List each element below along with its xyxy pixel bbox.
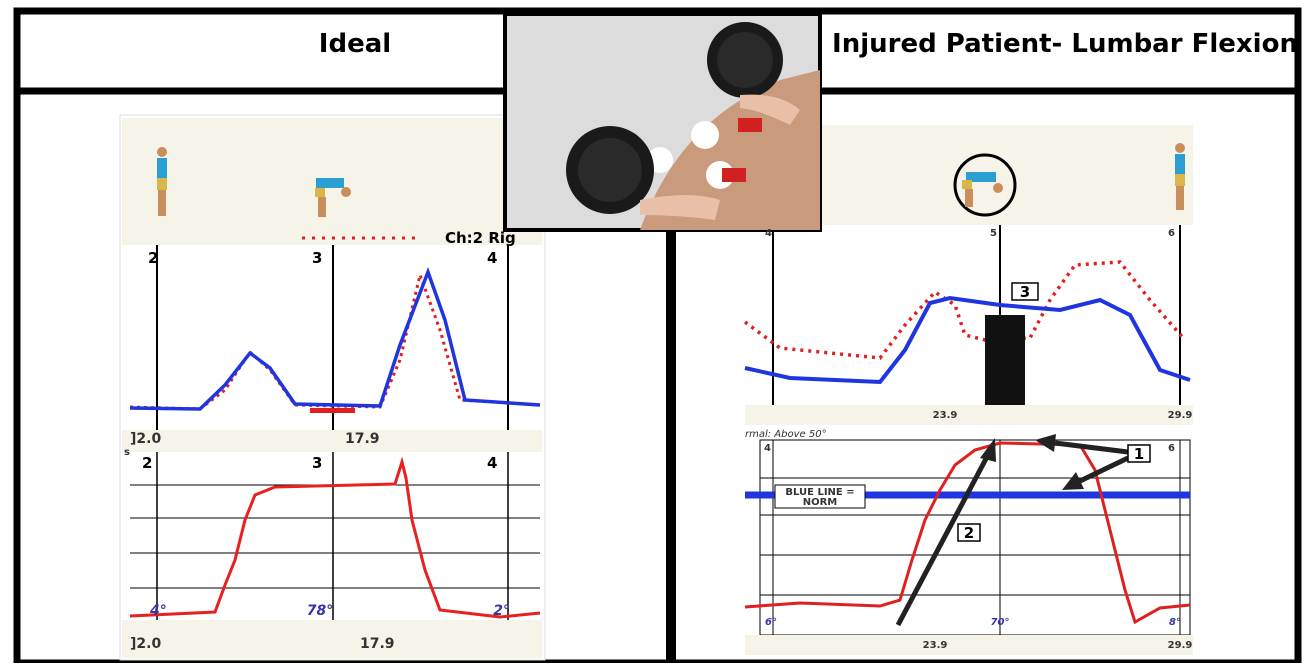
callout-label: 3	[1020, 283, 1030, 301]
page: Ideal Injured Patient- Lumbar Flexion Ch:2…	[0, 0, 1305, 663]
angle-label: 2°	[493, 603, 510, 619]
rect	[157, 178, 167, 190]
emg-trace-red	[310, 408, 355, 413]
axis-label: 23.9	[923, 640, 948, 651]
left-chart	[120, 115, 545, 660]
circle	[1175, 143, 1185, 153]
axis-band	[745, 405, 1193, 425]
rect	[315, 188, 325, 197]
axis-band	[745, 635, 1193, 655]
callout-label: 1	[1134, 445, 1144, 463]
rect	[722, 168, 746, 182]
rect	[962, 180, 972, 189]
marker-label: 4	[487, 454, 497, 472]
highlight-block	[985, 315, 1025, 405]
axis-label: 23.9	[933, 410, 958, 421]
marker-label: 5	[990, 228, 997, 239]
axis-band	[122, 430, 542, 452]
note: rmal: Above 50°	[745, 429, 827, 440]
rect	[965, 189, 973, 207]
marker-label: 2	[148, 249, 158, 267]
angle-label: 70°	[991, 617, 1010, 628]
left-title: Ideal	[319, 29, 391, 59]
rect	[1175, 174, 1185, 186]
marker-label: 3	[312, 249, 322, 267]
axis-label: 29.9	[1168, 410, 1193, 421]
rect	[738, 118, 762, 132]
axis-label: 29.9	[1168, 640, 1193, 651]
angle-label: 78°	[307, 603, 333, 619]
marker-label: 3	[312, 454, 322, 472]
norm-label: NORM	[803, 497, 838, 508]
rect	[1175, 154, 1185, 174]
angle-label: 4°	[149, 603, 167, 619]
circle	[993, 183, 1003, 193]
marker-label: 6	[1168, 228, 1175, 239]
axis-label: ]2.0	[130, 431, 161, 447]
rect	[316, 178, 344, 188]
rect	[318, 197, 326, 217]
callout-label: 2	[964, 524, 974, 542]
rect	[1176, 186, 1184, 210]
legend-label: Ch:2 Rig	[445, 229, 516, 247]
rect	[158, 190, 166, 216]
circle	[717, 32, 773, 88]
axis-label: ]2.0	[130, 636, 161, 652]
circle	[691, 121, 719, 149]
circle	[157, 147, 167, 157]
right-title: Injured Patient- Lumbar Flexion	[832, 29, 1298, 59]
marker-label: 6	[1168, 443, 1175, 454]
axis-band	[122, 620, 542, 658]
circle	[578, 138, 642, 202]
axis-label: 17.9	[345, 431, 380, 447]
circle	[341, 187, 351, 197]
marker-label: 4	[487, 249, 497, 267]
axis-label: 17.9	[360, 636, 395, 652]
rect	[157, 158, 167, 178]
marker-label: 2	[142, 454, 152, 472]
axis-note: s	[124, 447, 130, 458]
angle-label: 8°	[1169, 617, 1181, 628]
angle-label: 6°	[765, 617, 777, 628]
photo	[505, 14, 820, 230]
marker-label: 4	[764, 443, 771, 454]
marker-label: 4	[765, 228, 772, 239]
